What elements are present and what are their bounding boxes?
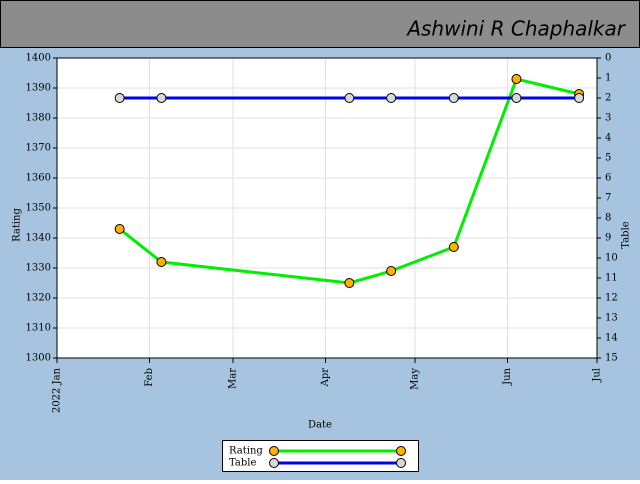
data-point — [448, 242, 459, 252]
data-point — [386, 93, 397, 103]
legend-label: Table — [229, 458, 256, 469]
y2-tick-label: 6 — [605, 173, 611, 184]
y-axis-label: Rating — [12, 208, 23, 242]
data-point — [511, 74, 522, 84]
x-tick-label: 2022 Jan — [52, 367, 63, 413]
x-tick-label: Mar — [228, 368, 239, 389]
y-tick-label: 1360 — [26, 173, 51, 184]
data-point — [156, 257, 167, 267]
y2-tick-label: 11 — [605, 273, 618, 284]
data-point — [156, 93, 167, 103]
y-tick-label: 1330 — [26, 263, 51, 274]
data-point — [448, 93, 459, 103]
y2-tick-label: 13 — [605, 313, 618, 324]
y2-axis-label: Table — [621, 221, 632, 248]
x-tick-label: Feb — [144, 368, 155, 387]
data-point — [114, 93, 125, 103]
x-tick-label: Apr — [320, 368, 331, 388]
legend-label: Rating — [229, 446, 263, 457]
y2-tick-label: 15 — [605, 353, 618, 364]
y2-tick-label: 7 — [605, 193, 611, 204]
plot-frame — [56, 57, 598, 359]
y2-tick-label: 9 — [605, 233, 611, 244]
y-tick-label: 1300 — [26, 353, 51, 364]
y2-tick-label: 10 — [605, 253, 618, 264]
y2-tick-label: 2 — [605, 93, 611, 104]
data-point — [574, 93, 585, 103]
y2-tick-label: 3 — [605, 113, 611, 124]
legend-marker — [269, 446, 279, 456]
y-tick-label: 1350 — [26, 203, 51, 214]
x-axis-label: Date — [308, 420, 332, 431]
data-point — [344, 278, 355, 288]
legend-marker — [396, 458, 406, 468]
y-tick-label: 1400 — [26, 53, 51, 64]
legend — [222, 440, 419, 472]
y2-tick-label: 4 — [605, 133, 611, 144]
y-tick-label: 1320 — [26, 293, 51, 304]
y-tick-label: 1390 — [26, 83, 51, 94]
y2-tick-label: 0 — [605, 53, 611, 64]
x-tick-label: Jun — [502, 367, 513, 385]
y2-tick-label: 1 — [605, 73, 611, 84]
y2-tick-label: 14 — [605, 333, 618, 344]
y-tick-label: 1340 — [26, 233, 51, 244]
data-point — [511, 93, 522, 103]
y2-tick-label: 8 — [605, 213, 611, 224]
y2-tick-label: 5 — [605, 153, 611, 164]
header — [0, 0, 640, 48]
data-point — [386, 266, 397, 276]
x-tick-label: Jul — [592, 368, 603, 383]
x-tick-label: May — [410, 368, 421, 390]
data-point — [114, 224, 125, 234]
chart-title: Ashwini R Chaphalkar — [405, 17, 626, 41]
y-tick-label: 1310 — [26, 323, 51, 334]
y-tick-label: 1380 — [26, 113, 51, 124]
data-point — [344, 93, 355, 103]
legend-marker — [269, 458, 279, 468]
y2-tick-label: 12 — [605, 293, 618, 304]
y-tick-label: 1370 — [26, 143, 51, 154]
legend-marker — [396, 446, 406, 456]
